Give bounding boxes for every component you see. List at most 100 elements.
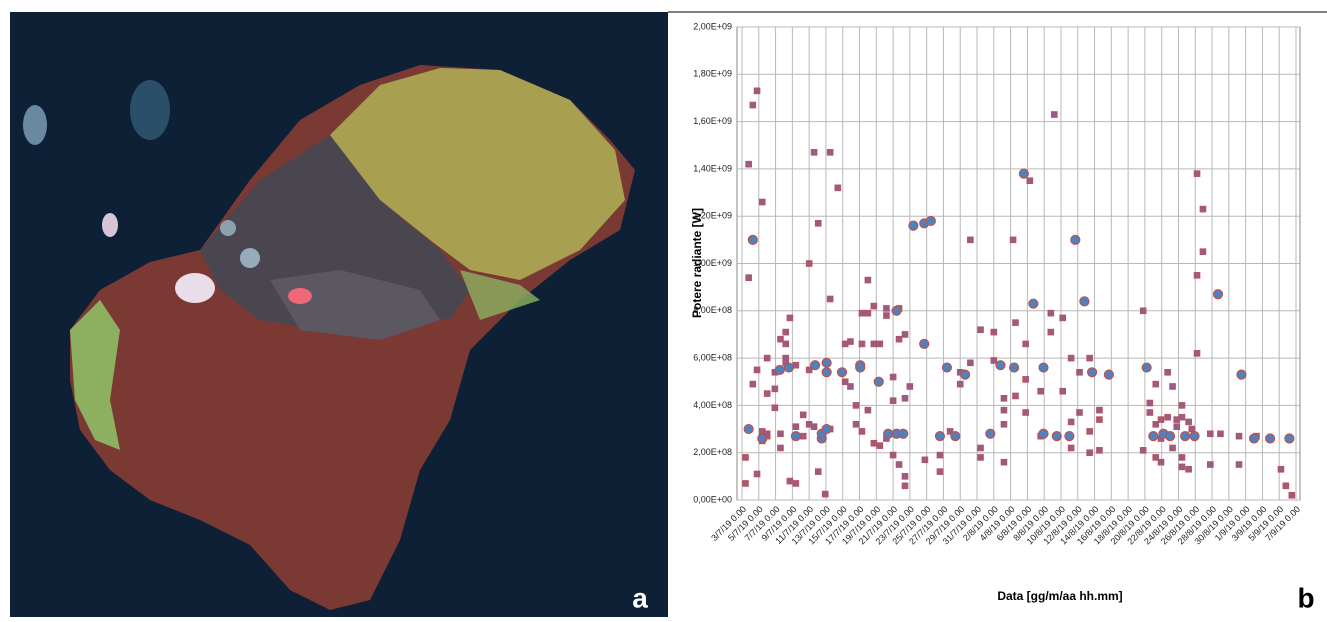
data-point <box>777 431 783 437</box>
data-point <box>1147 400 1153 406</box>
data-point <box>1010 363 1019 372</box>
data-point <box>1181 432 1190 441</box>
data-point <box>871 341 877 347</box>
data-point <box>1236 433 1242 439</box>
data-point <box>859 428 865 434</box>
data-point <box>800 433 806 439</box>
data-point <box>1207 462 1213 468</box>
data-point <box>1186 466 1192 472</box>
data-point <box>853 402 859 408</box>
data-point <box>759 199 765 205</box>
data-point <box>1165 369 1171 375</box>
data-point <box>777 445 783 451</box>
data-point <box>957 381 963 387</box>
data-point <box>1023 341 1029 347</box>
data-point <box>890 398 896 404</box>
data-point <box>1060 315 1066 321</box>
data-point <box>991 329 997 335</box>
data-point <box>793 480 799 486</box>
data-point <box>793 424 799 430</box>
data-point <box>1194 171 1200 177</box>
y-tick-label: 6,00E+08 <box>693 352 732 362</box>
y-tick-label: 1,00E+09 <box>693 258 732 268</box>
data-point <box>800 412 806 418</box>
data-point <box>1010 237 1016 243</box>
data-point <box>856 363 865 372</box>
data-point <box>935 432 944 441</box>
data-point <box>1039 363 1048 372</box>
data-point <box>748 235 757 244</box>
data-point <box>902 331 908 337</box>
data-point <box>827 149 833 155</box>
data-point <box>758 434 767 443</box>
data-point <box>1013 393 1019 399</box>
data-point <box>847 383 853 389</box>
data-point <box>822 368 831 377</box>
data-point <box>1068 419 1074 425</box>
data-point <box>1158 459 1164 465</box>
y-tick-label: 1,20E+09 <box>693 211 732 221</box>
data-point <box>1200 249 1206 255</box>
data-point <box>884 429 893 438</box>
data-point <box>742 454 748 460</box>
data-point <box>986 429 995 438</box>
data-point <box>1166 432 1175 441</box>
data-point <box>772 386 778 392</box>
data-point <box>1038 388 1044 394</box>
data-point <box>942 363 951 372</box>
data-point <box>1237 370 1246 379</box>
data-point <box>937 469 943 475</box>
data-point <box>1077 409 1083 415</box>
data-point <box>783 329 789 335</box>
data-point <box>1140 447 1146 453</box>
data-point <box>1001 421 1007 427</box>
panel-label: a <box>632 582 648 613</box>
data-point <box>991 357 997 363</box>
data-point <box>742 480 748 486</box>
data-point <box>1071 235 1080 244</box>
data-point <box>1158 417 1164 423</box>
data-point <box>1179 454 1185 460</box>
data-point <box>1214 290 1223 299</box>
data-point <box>1065 432 1074 441</box>
data-point <box>1153 381 1159 387</box>
satellite-image <box>10 12 668 617</box>
data-point <box>877 341 883 347</box>
data-point <box>871 440 877 446</box>
data-point <box>1052 432 1061 441</box>
data-point <box>1048 310 1054 316</box>
data-point <box>877 443 883 449</box>
data-point <box>1174 424 1180 430</box>
data-point <box>859 310 865 316</box>
data-point <box>1170 383 1176 389</box>
data-point <box>1190 432 1199 441</box>
data-point <box>815 469 821 475</box>
y-tick-label: 2,00E+08 <box>693 447 732 457</box>
data-point <box>1088 368 1097 377</box>
data-point <box>772 405 778 411</box>
data-point <box>978 454 984 460</box>
y-tick-label: 8,00E+08 <box>693 305 732 315</box>
data-point <box>784 363 793 372</box>
data-point <box>967 237 973 243</box>
data-point <box>922 457 928 463</box>
data-point <box>1200 206 1206 212</box>
data-point <box>787 315 793 321</box>
data-point <box>874 377 883 386</box>
data-point <box>827 296 833 302</box>
data-point <box>1179 402 1185 408</box>
data-point <box>1285 434 1294 443</box>
data-point <box>750 381 756 387</box>
data-point <box>1217 431 1223 437</box>
data-point <box>1087 450 1093 456</box>
data-point <box>902 483 908 489</box>
data-point <box>1147 409 1153 415</box>
data-point <box>746 161 752 167</box>
data-point <box>1001 407 1007 413</box>
data-point <box>811 149 817 155</box>
data-point <box>907 383 913 389</box>
data-point <box>1039 429 1048 438</box>
data-point <box>1283 483 1289 489</box>
data-point <box>865 407 871 413</box>
data-point <box>1179 414 1185 420</box>
